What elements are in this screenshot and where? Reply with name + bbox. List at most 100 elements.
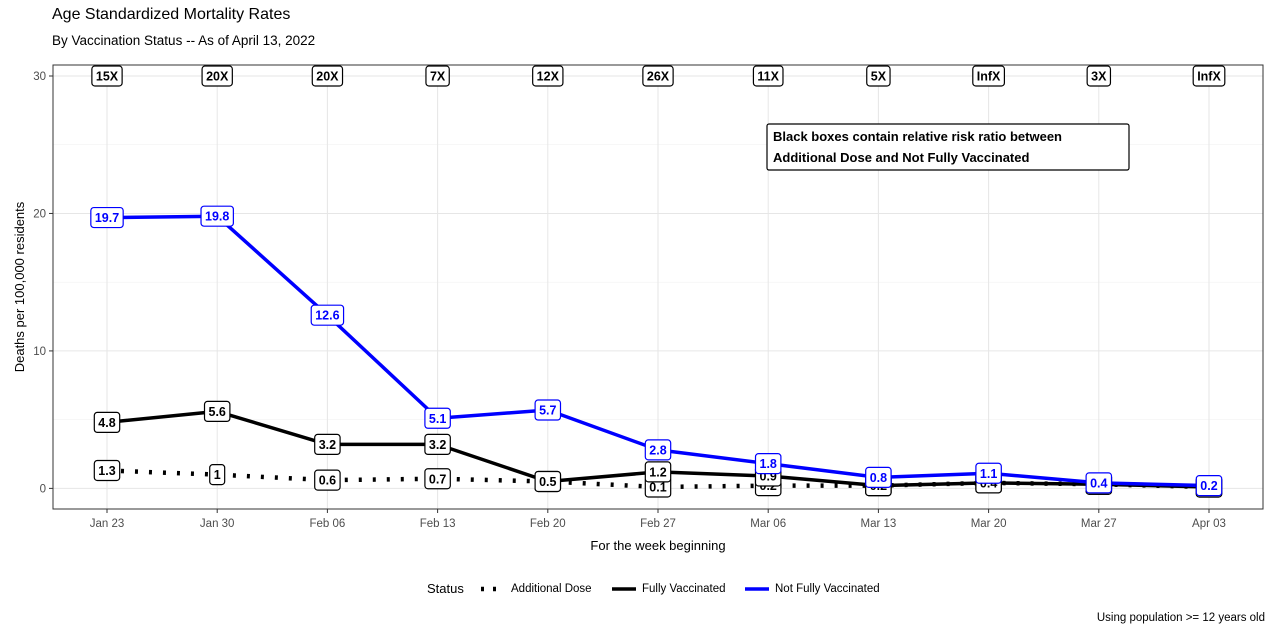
- legend-label: Additional Dose: [511, 583, 592, 595]
- data-label-box: [754, 453, 782, 475]
- risk-ratio-label-group: 3X: [1086, 65, 1112, 87]
- x-tick-label: Feb 06: [309, 518, 345, 530]
- risk-ratio-label-group: 7X: [425, 65, 450, 87]
- data-label-box: [534, 399, 562, 421]
- data-label-group: 1: [209, 464, 226, 486]
- data-label: 0.7: [429, 472, 446, 486]
- risk-ratio-label: InfX: [977, 69, 1001, 83]
- data-label: 1.1: [980, 467, 997, 481]
- risk-ratio-label-box: [972, 65, 1006, 87]
- data-labels: 1.310.60.70.50.10.20.20.40.30.14.85.63.2…: [90, 205, 1223, 498]
- legend-label: Fully Vaccinated: [642, 583, 726, 595]
- data-label-group: 1.3: [93, 459, 121, 482]
- risk-ratio-label: InfX: [1197, 69, 1221, 83]
- x-tick-label: Feb 20: [530, 518, 566, 530]
- data-label: 5.1: [429, 412, 446, 426]
- data-label-group: 1.1: [975, 462, 1002, 484]
- risk-ratio-label: 26X: [647, 69, 670, 83]
- risk-ratio-label-group: InfX: [1192, 65, 1226, 87]
- data-label-box: [1195, 475, 1223, 497]
- x-axis-label: For the week beginning: [590, 538, 725, 553]
- x-tick-label: Apr 03: [1192, 518, 1226, 530]
- y-tick-label: 20: [33, 208, 46, 220]
- data-label-group: 19.8: [200, 205, 234, 227]
- x-tick-label: Feb 27: [640, 518, 676, 530]
- risk-ratio-label: 20X: [316, 69, 339, 83]
- data-label: 0.6: [319, 474, 336, 488]
- chart-subtitle: By Vaccination Status -- As of April 13,…: [52, 33, 316, 48]
- risk-ratio-label-box: [1086, 65, 1112, 87]
- x-tick-label: Mar 27: [1081, 518, 1117, 530]
- x-tick-label: Mar 20: [971, 518, 1007, 530]
- data-label-box: [424, 468, 451, 490]
- data-label: 0.5: [539, 475, 556, 489]
- data-label-group: 12.6: [310, 304, 345, 326]
- data-label: 1.8: [760, 457, 777, 471]
- data-label: 1: [214, 468, 221, 482]
- data-label: 0.1: [649, 481, 666, 495]
- data-label-box: [975, 462, 1002, 484]
- data-label-group: 0.6: [314, 469, 341, 491]
- risk-ratio-label: 20X: [206, 69, 229, 83]
- risk-ratio-label: 3X: [1091, 69, 1107, 83]
- data-label-box: [1085, 472, 1113, 494]
- y-axis-label: Deaths per 100,000 residents: [12, 201, 27, 372]
- data-label-group: 1.8: [754, 453, 782, 475]
- data-label-group: 5.1: [424, 407, 451, 429]
- y-tick-label: 30: [33, 71, 46, 83]
- caption: Using population >= 12 years old: [1096, 612, 1265, 624]
- legend-label: Not Fully Vaccinated: [775, 583, 880, 595]
- data-label: 19.7: [95, 211, 119, 225]
- y-tick-label: 10: [33, 346, 46, 358]
- data-label-box: [93, 411, 121, 433]
- data-label: 0.2: [1200, 479, 1217, 493]
- risk-ratio-label-box: [642, 65, 674, 87]
- data-label-box: [310, 304, 345, 326]
- data-label-box: [314, 433, 341, 455]
- data-label-box: [424, 407, 451, 429]
- annotation-frame: [766, 123, 1130, 171]
- data-label-box: [534, 470, 562, 493]
- risk-ratio-label-box: [532, 65, 564, 87]
- data-label-group: 0.2: [1195, 475, 1223, 497]
- data-label-box: [93, 459, 121, 482]
- x-tick-label: Jan 23: [90, 518, 125, 530]
- risk-ratio-label: 7X: [430, 69, 446, 83]
- data-label-box: [424, 433, 451, 455]
- legend: Status Additional Dose Fully Vaccinated No…: [427, 581, 880, 596]
- annotation-box: Black boxes contain relative risk ratio …: [766, 123, 1130, 171]
- data-label-group: 2.8: [644, 439, 672, 461]
- risk-ratio-label-box: [311, 65, 344, 87]
- data-label: 1.2: [649, 465, 666, 479]
- x-tick-label: Feb 13: [420, 518, 456, 530]
- chart-title: Age Standardized Mortality Rates: [52, 6, 291, 23]
- data-label: 3.2: [319, 438, 336, 452]
- data-label: 2.8: [649, 443, 666, 457]
- data-label-box: [865, 466, 892, 488]
- risk-ratio-label-box: [752, 65, 784, 87]
- risk-ratio-label: 11X: [757, 69, 779, 83]
- axis-ticks: 0 10 20 30 Jan 23 Jan 30 Feb 06 Feb 13 Feb 20 Feb…: [33, 71, 1226, 530]
- risk-ratio-label-group: 15X: [91, 65, 123, 87]
- data-label-group: 0.5: [534, 470, 562, 493]
- data-label-box: [200, 205, 234, 227]
- legend-title: Status: [427, 581, 464, 596]
- risk-ratio-label-group: 11X: [752, 65, 784, 87]
- data-label: 4.8: [98, 416, 115, 430]
- data-label-box: [644, 439, 672, 461]
- data-label: 1.3: [98, 464, 115, 478]
- risk-ratio-labels: 15X 20X 20X 7X 12X 26X 11X 5X InfX 3X InfX: [91, 65, 1226, 87]
- risk-ratio-label: 12X: [537, 69, 560, 83]
- data-label: 0.8: [870, 471, 887, 485]
- data-label-box: [209, 464, 226, 486]
- risk-ratio-label-box: [425, 65, 450, 87]
- risk-ratio-label-group: 12X: [532, 65, 564, 87]
- data-label-group: 5.7: [534, 399, 562, 421]
- risk-ratio-label-group: InfX: [972, 65, 1006, 87]
- annotation-text: Black boxes contain relative risk ratio …: [773, 129, 1062, 144]
- x-tick-label: Jan 30: [200, 518, 235, 530]
- risk-ratio-label-box: [866, 65, 891, 87]
- data-label-group: 3.2: [314, 433, 341, 455]
- data-label-box: [203, 400, 231, 423]
- series-line-0: [106, 468, 1210, 490]
